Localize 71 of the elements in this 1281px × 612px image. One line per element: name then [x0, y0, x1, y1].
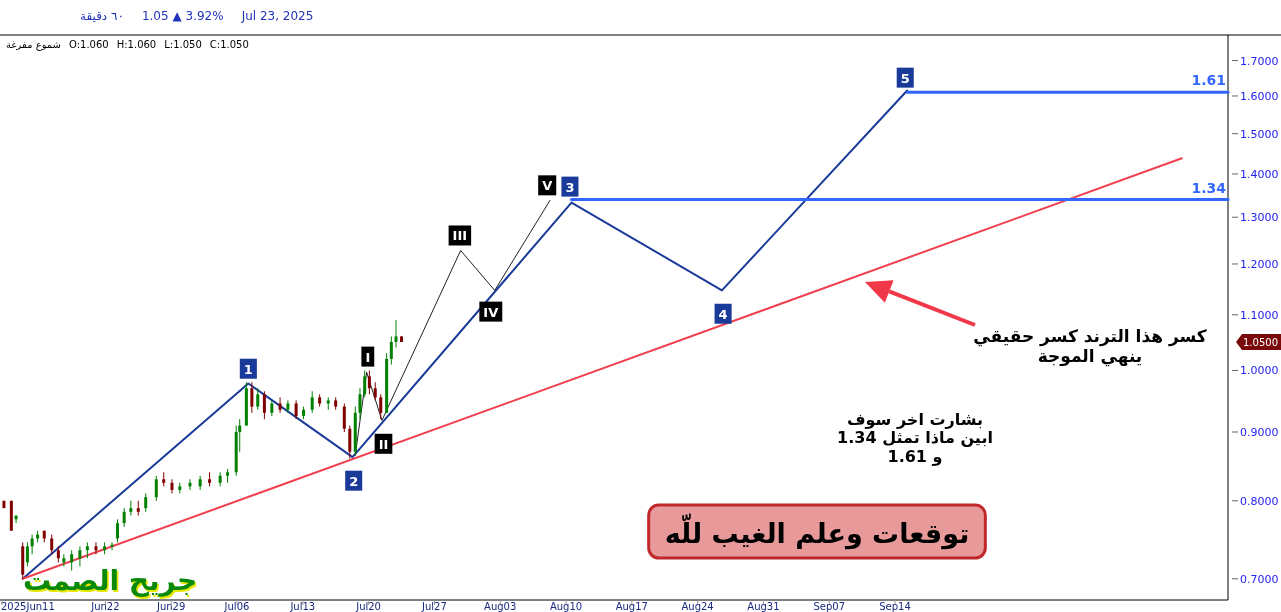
- candlestick: [348, 425, 352, 460]
- annotation: 3: [565, 179, 575, 195]
- y-tick-label: 1.2000: [1240, 257, 1279, 271]
- x-tick-label: Jun22: [90, 601, 120, 612]
- candlestick: [25, 541, 29, 567]
- annotation: جريح الصمت: [22, 564, 198, 597]
- candlestick: [256, 387, 260, 411]
- annotation: كسر هذا الترند كسر حقيقي ينهي الموجة: [973, 326, 1207, 367]
- candlestick: [342, 403, 346, 433]
- annotation: 2: [349, 473, 359, 489]
- y-tick-label: 1.3000: [1240, 211, 1279, 225]
- x-tick-label: Jul06: [223, 601, 250, 612]
- annotation: 4: [718, 306, 728, 322]
- y-tick-label: 1.0000: [1240, 364, 1279, 378]
- x-tick-label: 2025Jun11: [1, 601, 55, 612]
- candlestick: [30, 534, 34, 555]
- candlestick: [94, 541, 98, 555]
- candlestick: [170, 478, 174, 495]
- text: 1.0500: [1243, 336, 1278, 348]
- candlestick: [363, 369, 367, 398]
- candlestick: [394, 319, 398, 349]
- candlestick: [310, 390, 314, 414]
- candlestick: [144, 493, 148, 513]
- annotation: III: [452, 228, 468, 244]
- annotation: 1.34: [1191, 179, 1227, 196]
- candlestick: [373, 381, 377, 401]
- candlestick: [154, 475, 158, 502]
- annotation: V: [542, 178, 553, 194]
- y-tick-label: 1.1000: [1240, 308, 1279, 322]
- candlestick: [122, 507, 126, 528]
- annotation: II: [378, 436, 389, 452]
- x-tick-label: Aug24: [681, 601, 714, 612]
- x-tick-label: Jul13: [289, 601, 316, 612]
- x-tick-label: Aug10: [549, 601, 583, 612]
- candlestick: [389, 335, 393, 366]
- annotation: توقعات وعلم الغيب للّه: [664, 513, 970, 550]
- annotation: I: [365, 349, 371, 365]
- candlestick: [367, 369, 371, 395]
- y-tick-label: 1.7000: [1240, 54, 1279, 68]
- x-tick-label: Sep07: [813, 601, 846, 612]
- candlestick: [250, 381, 254, 414]
- x-tick-label: Jul20: [355, 601, 381, 612]
- x-tick-label: Aug17: [615, 601, 648, 612]
- x-tick-label: Aug03: [484, 601, 517, 612]
- candlestick: [116, 518, 120, 543]
- y-tick-label: 0.8000: [1240, 494, 1279, 508]
- annotation: بشارت اخر سوف ابين ماذا تمثل 1.34 و 1.61: [837, 410, 993, 466]
- line-series: [354, 199, 551, 456]
- y-tick-label: 1.5000: [1240, 127, 1279, 141]
- y-tick-label: 1.6000: [1240, 89, 1279, 103]
- candlestick: [78, 545, 82, 567]
- candlestick: [70, 549, 74, 571]
- annotation: 1.61: [1191, 72, 1226, 89]
- candlestick: [379, 393, 383, 420]
- annotation: 1: [243, 361, 253, 377]
- y-tick-label: 1.4000: [1240, 167, 1279, 181]
- y-tick-label: 0.7000: [1240, 572, 1279, 586]
- candlestick: [286, 399, 290, 414]
- x-tick-label: Sep14: [879, 601, 911, 612]
- x-tick-label: Jul27: [421, 601, 447, 612]
- candlestick: [358, 387, 362, 420]
- candlestick: [294, 399, 298, 420]
- y-tick-label: 0.9000: [1240, 425, 1279, 439]
- candlestick: [50, 534, 54, 555]
- annotation: 5: [900, 70, 910, 86]
- candlestick: [262, 390, 266, 420]
- candlestick: [278, 396, 282, 414]
- x-tick-label: Jun29: [156, 601, 186, 612]
- candlestick: [218, 471, 222, 487]
- x-tick-label: Aug31: [747, 601, 780, 612]
- annotation: IV: [483, 304, 499, 320]
